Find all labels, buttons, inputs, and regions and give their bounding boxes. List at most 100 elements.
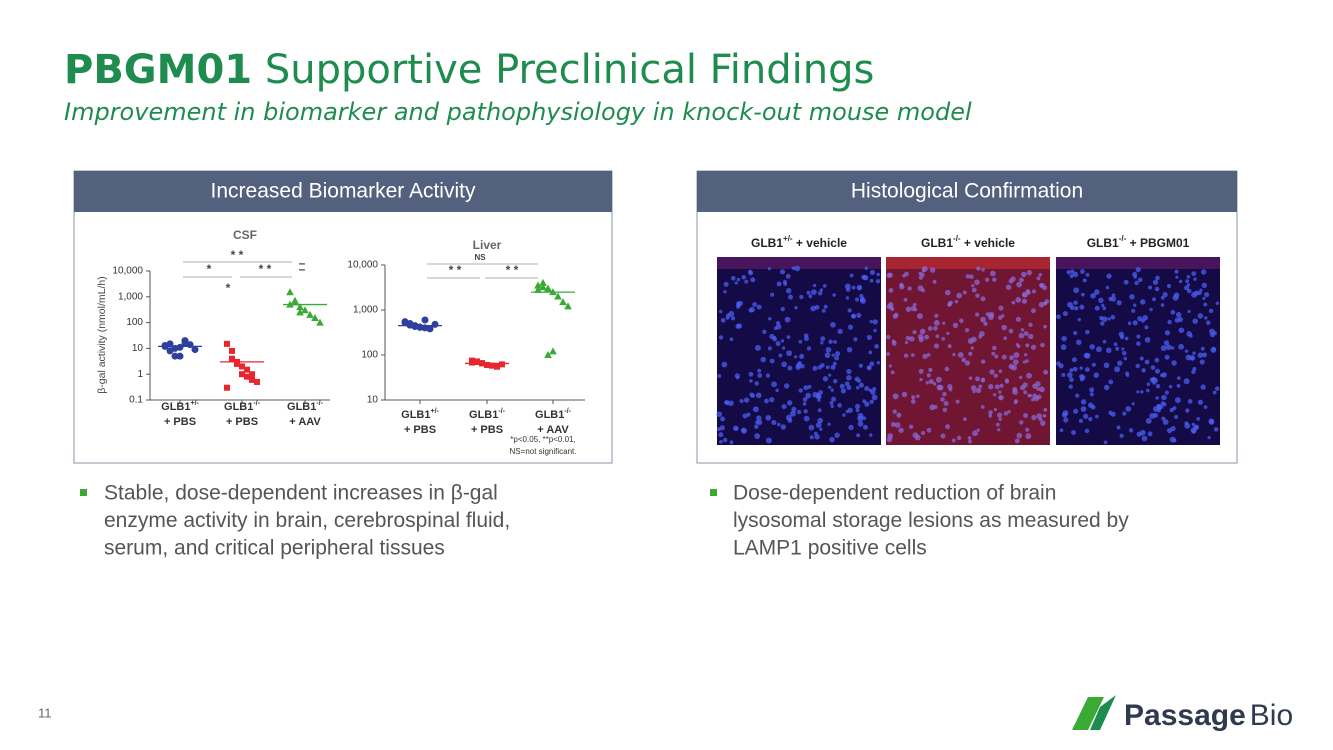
nucleus bbox=[1172, 406, 1177, 411]
nucleus bbox=[1137, 316, 1143, 322]
nucleus bbox=[1018, 277, 1024, 283]
nucleus bbox=[777, 422, 781, 427]
nucleus bbox=[805, 392, 812, 399]
nucleus bbox=[846, 368, 852, 375]
nucleus bbox=[1083, 413, 1089, 419]
nucleus bbox=[1069, 377, 1074, 383]
nucleus bbox=[799, 353, 805, 359]
nucleus bbox=[1203, 405, 1208, 410]
nucleus bbox=[917, 285, 924, 292]
nucleus bbox=[856, 378, 862, 383]
nucleus bbox=[1135, 363, 1140, 369]
nucleus bbox=[1149, 412, 1156, 419]
nucleus bbox=[1036, 276, 1041, 281]
data-point bbox=[469, 359, 475, 366]
nucleus bbox=[797, 360, 802, 366]
nucleus bbox=[824, 352, 831, 359]
nucleus bbox=[975, 293, 980, 298]
gene: GLB1 bbox=[401, 409, 430, 421]
nucleus bbox=[887, 272, 893, 278]
nucleus bbox=[857, 412, 864, 419]
data-point bbox=[224, 384, 230, 391]
nucleus bbox=[1042, 285, 1048, 291]
nucleus bbox=[845, 296, 850, 300]
nucleus bbox=[1196, 417, 1201, 421]
nucleus bbox=[918, 368, 924, 374]
nucleus bbox=[920, 430, 926, 436]
nucleus bbox=[1160, 303, 1165, 307]
nucleus bbox=[1152, 297, 1156, 302]
tissue-edge bbox=[886, 257, 1050, 269]
y-tick-label: 1 bbox=[137, 369, 143, 380]
nucleus bbox=[1075, 393, 1080, 398]
nucleus bbox=[1212, 390, 1217, 395]
nucleus bbox=[814, 304, 820, 310]
nucleus bbox=[750, 277, 756, 283]
nucleus bbox=[1131, 308, 1136, 313]
x-tick-label: + AAV bbox=[289, 416, 321, 428]
nucleus bbox=[723, 290, 727, 294]
tissue-edge bbox=[717, 257, 881, 269]
nucleus bbox=[998, 390, 1002, 394]
nucleus bbox=[980, 405, 985, 409]
superscript: -/- bbox=[316, 400, 323, 407]
nucleus bbox=[969, 274, 974, 279]
nucleus bbox=[940, 397, 945, 402]
nucleus bbox=[1073, 408, 1079, 414]
nucleus bbox=[764, 398, 769, 404]
nucleus bbox=[756, 419, 763, 426]
nucleus bbox=[970, 346, 974, 350]
nucleus bbox=[734, 281, 738, 285]
nucleus bbox=[992, 277, 997, 282]
nucleus bbox=[1144, 359, 1150, 365]
nucleus bbox=[1077, 317, 1081, 322]
nucleus bbox=[975, 387, 982, 394]
logo-text: Passage Bio bbox=[1124, 699, 1293, 732]
nucleus bbox=[775, 388, 779, 393]
nucleus bbox=[1162, 292, 1168, 298]
nucleus bbox=[1214, 386, 1220, 391]
nucleus bbox=[903, 353, 909, 358]
nucleus bbox=[1173, 414, 1179, 420]
nucleus bbox=[765, 414, 772, 421]
nucleus bbox=[1072, 366, 1078, 372]
nucleus bbox=[894, 422, 901, 428]
nucleus bbox=[1061, 335, 1067, 342]
nucleus bbox=[926, 373, 931, 378]
footnote: *p<0.05, **p<0.01, bbox=[510, 435, 575, 444]
nucleus bbox=[1131, 402, 1135, 406]
nucleus bbox=[1089, 387, 1095, 393]
nucleus bbox=[918, 337, 924, 343]
nucleus bbox=[834, 432, 840, 438]
nucleus bbox=[1089, 344, 1095, 350]
nucleus bbox=[858, 382, 864, 388]
nucleus bbox=[775, 341, 781, 347]
nucleus bbox=[1085, 367, 1090, 372]
micrograph bbox=[1056, 257, 1220, 445]
nucleus bbox=[847, 308, 852, 313]
nucleus bbox=[831, 396, 837, 402]
logo-icon bbox=[1090, 695, 1116, 730]
nucleus bbox=[944, 289, 951, 296]
nucleus bbox=[825, 346, 832, 353]
nucleus bbox=[756, 415, 762, 421]
bullet-icon bbox=[710, 489, 717, 496]
nucleus bbox=[757, 368, 762, 373]
nucleus bbox=[976, 266, 981, 271]
nucleus bbox=[873, 328, 877, 333]
nucleus bbox=[1132, 320, 1138, 326]
nucleus bbox=[1106, 273, 1112, 279]
nucleus bbox=[886, 334, 891, 340]
nucleus bbox=[1044, 299, 1050, 304]
nucleus bbox=[995, 422, 1000, 427]
nucleus bbox=[825, 365, 830, 370]
nucleus bbox=[932, 382, 937, 386]
nucleus bbox=[1078, 418, 1083, 424]
data-point bbox=[494, 363, 500, 370]
nucleus bbox=[827, 422, 831, 426]
y-tick-label: 10,000 bbox=[112, 266, 143, 277]
gene: GLB1 bbox=[287, 401, 316, 413]
nucleus bbox=[769, 358, 775, 364]
nucleus bbox=[1027, 333, 1034, 340]
nucleus bbox=[1011, 300, 1016, 305]
